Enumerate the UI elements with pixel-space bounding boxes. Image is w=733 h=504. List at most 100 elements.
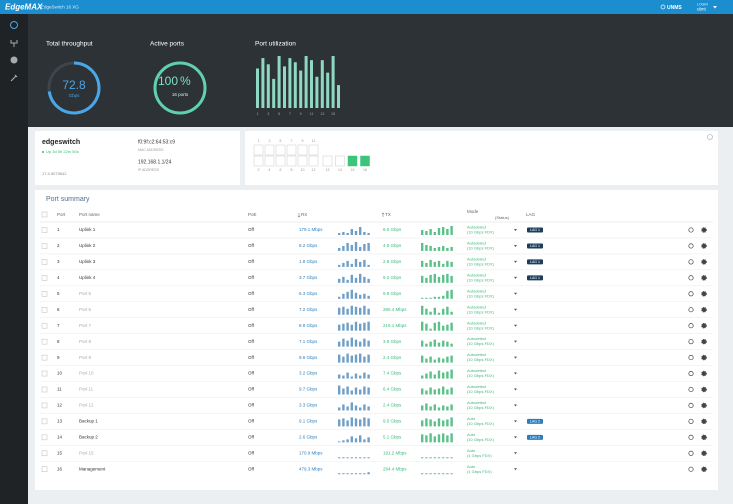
reset-button[interactable]: [688, 323, 694, 329]
settings-button[interactable]: [701, 402, 707, 409]
column-header[interactable]: LAG: [526, 212, 536, 217]
mode-dropdown[interactable]: [514, 468, 517, 471]
row-checkbox[interactable]: [41, 322, 48, 329]
reset-button[interactable]: [688, 418, 694, 424]
unms-link[interactable]: UNMS: [667, 5, 682, 11]
user-menu-caret[interactable]: [713, 6, 717, 9]
row-checkbox[interactable]: [41, 275, 48, 281]
reset-button[interactable]: [688, 243, 694, 249]
mode-dropdown[interactable]: [514, 276, 517, 279]
mode-dropdown[interactable]: [514, 308, 517, 311]
row-checkbox[interactable]: [41, 291, 48, 297]
port-box[interactable]: [347, 155, 358, 167]
port-name[interactable]: Port 9: [79, 355, 92, 360]
reset-button[interactable]: [688, 355, 694, 361]
mode-dropdown[interactable]: [514, 292, 517, 295]
row-checkbox[interactable]: [41, 418, 48, 425]
port-box[interactable]: [360, 155, 370, 167]
port-box[interactable]: [322, 155, 333, 167]
row-checkbox[interactable]: [41, 434, 48, 441]
mode-dropdown[interactable]: [514, 260, 517, 263]
settings-button[interactable]: [701, 338, 707, 345]
mode-dropdown[interactable]: [514, 404, 517, 407]
port-name[interactable]: Port 5: [79, 291, 92, 296]
port-name[interactable]: Uplink 4: [79, 275, 96, 280]
reset-button[interactable]: [688, 259, 694, 265]
port-box[interactable]: [275, 155, 286, 167]
row-checkbox[interactable]: [41, 338, 48, 345]
settings-button[interactable]: [701, 450, 707, 457]
settings-button[interactable]: [701, 386, 707, 393]
port-box[interactable]: [286, 155, 297, 167]
tools-icon[interactable]: [10, 74, 18, 82]
settings-button[interactable]: [701, 275, 707, 281]
settings-button[interactable]: [701, 227, 707, 233]
port-name[interactable]: Backup 1: [79, 419, 98, 424]
settings-button[interactable]: [701, 418, 707, 425]
row-checkbox[interactable]: [41, 243, 48, 249]
settings-button[interactable]: [701, 290, 707, 297]
settings-button[interactable]: [701, 243, 707, 249]
reset-button[interactable]: [688, 275, 694, 281]
row-checkbox[interactable]: [41, 227, 48, 233]
reset-button[interactable]: [688, 370, 694, 377]
port-box[interactable]: [308, 155, 319, 167]
mode-dropdown[interactable]: [514, 244, 517, 247]
port-name[interactable]: Port 15: [79, 450, 94, 455]
port-box[interactable]: [253, 144, 264, 156]
port-box[interactable]: [275, 144, 286, 156]
reset-button[interactable]: [688, 386, 694, 393]
port-name[interactable]: Port 12: [79, 403, 94, 408]
column-header[interactable]: TX: [385, 212, 391, 217]
row-checkbox[interactable]: [41, 402, 48, 409]
dashboard-icon[interactable]: [10, 21, 18, 29]
port-name[interactable]: Port 7: [79, 323, 92, 328]
port-name[interactable]: Port 10: [79, 371, 94, 376]
row-checkbox[interactable]: [41, 386, 48, 393]
settings-button[interactable]: [701, 354, 707, 361]
reset-button[interactable]: [688, 402, 694, 409]
port-name[interactable]: Uplink 3: [79, 259, 96, 264]
port-box[interactable]: [286, 144, 297, 156]
port-name[interactable]: Management: [79, 466, 106, 471]
port-box[interactable]: [264, 155, 275, 167]
network-icon[interactable]: [10, 56, 18, 64]
column-header[interactable]: Port: [57, 212, 66, 217]
settings-button[interactable]: [701, 306, 707, 313]
row-checkbox[interactable]: [41, 450, 48, 457]
column-header[interactable]: RX: [301, 212, 307, 217]
reset-button[interactable]: [688, 450, 694, 456]
port-box[interactable]: [308, 144, 319, 156]
mode-dropdown[interactable]: [514, 388, 517, 391]
reset-button[interactable]: [688, 291, 694, 297]
port-name[interactable]: Port 11: [79, 387, 94, 392]
port-name[interactable]: Uplink 1: [79, 227, 96, 232]
column-header[interactable]: Mode: [467, 209, 479, 214]
settings-button[interactable]: [701, 370, 707, 377]
reset-button[interactable]: [688, 466, 694, 472]
settings-button[interactable]: [701, 466, 707, 473]
port-name[interactable]: Port 8: [79, 339, 92, 344]
row-checkbox[interactable]: [41, 370, 48, 377]
mode-dropdown[interactable]: [514, 340, 517, 343]
row-checkbox[interactable]: [41, 354, 48, 361]
column-header[interactable]: PoE: [248, 212, 257, 217]
ports-icon[interactable]: [10, 40, 18, 47]
port-box[interactable]: [297, 155, 308, 167]
row-checkbox[interactable]: [41, 466, 48, 472]
mode-dropdown[interactable]: [514, 452, 517, 455]
row-checkbox[interactable]: [41, 307, 48, 313]
mode-dropdown[interactable]: [514, 436, 517, 439]
reset-button[interactable]: [688, 434, 694, 440]
info-icon[interactable]: [707, 134, 713, 140]
settings-button[interactable]: [701, 322, 707, 329]
mode-dropdown[interactable]: [514, 229, 517, 231]
port-name[interactable]: Port 6: [79, 307, 92, 312]
settings-button[interactable]: [701, 259, 707, 265]
port-box[interactable]: [335, 155, 345, 167]
reset-button[interactable]: [688, 339, 694, 345]
port-box[interactable]: [264, 144, 275, 156]
port-box[interactable]: [297, 144, 308, 156]
reset-button[interactable]: [688, 227, 694, 233]
user-name[interactable]: ubnt: [697, 7, 707, 12]
